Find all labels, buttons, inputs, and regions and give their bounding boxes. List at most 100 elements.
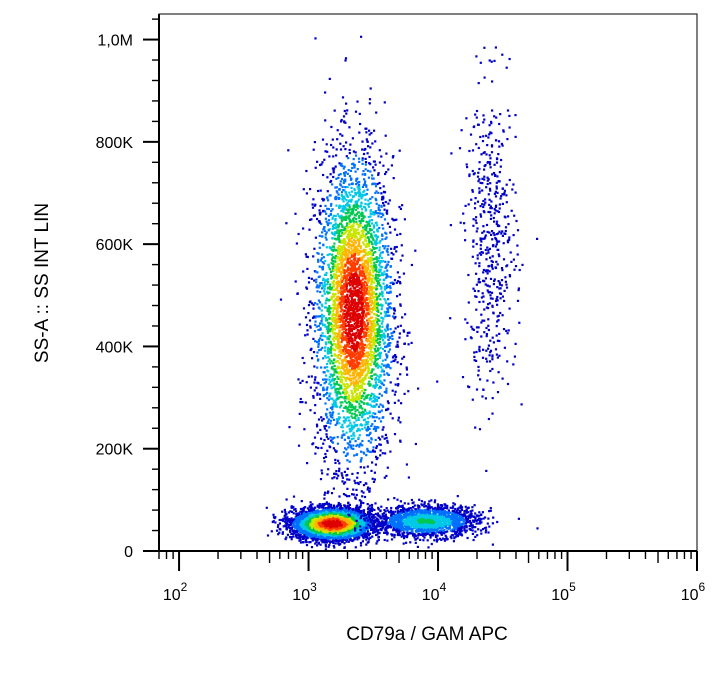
event-dot: [340, 336, 343, 339]
event-dot: [356, 362, 359, 365]
event-dot: [377, 206, 380, 209]
event-dot: [401, 316, 404, 319]
event-dot: [367, 205, 371, 208]
event-dot: [372, 295, 375, 299]
event-dot: [358, 188, 361, 191]
event-dot: [337, 292, 340, 295]
event-dot: [326, 336, 329, 339]
event-dot: [331, 416, 334, 419]
event-dot: [354, 306, 357, 309]
event-dot: [366, 465, 369, 468]
event-dot: [362, 241, 365, 244]
event-dot: [379, 239, 382, 242]
event-dot: [347, 331, 351, 334]
event-dot: [323, 366, 326, 369]
event-dot: [355, 251, 358, 254]
event-dot: [344, 400, 347, 403]
event-dot: [322, 256, 325, 259]
event-dot: [352, 211, 355, 215]
event-dot: [304, 334, 307, 337]
event-dot: [374, 381, 377, 384]
event-dot: [333, 472, 336, 475]
event-dot: [379, 334, 382, 337]
event-dot: [306, 267, 309, 270]
event-dot: [371, 340, 374, 343]
event-dot: [350, 271, 353, 274]
event-dot: [367, 245, 370, 248]
event-dot: [353, 213, 356, 216]
event-dot: [368, 298, 371, 301]
event-dot: [387, 168, 390, 171]
event-dot: [335, 321, 338, 324]
event-dot: [390, 247, 393, 250]
event-dot: [333, 403, 336, 406]
event-dot: [355, 419, 358, 422]
event-dot: [362, 296, 365, 299]
event-dot: [340, 261, 343, 264]
event-dot: [372, 385, 375, 388]
event-dot: [385, 389, 388, 393]
event-dot: [357, 397, 360, 400]
event-dot: [399, 421, 402, 424]
event-dot: [368, 410, 371, 413]
event-dot: [354, 234, 357, 237]
event-dot: [352, 396, 355, 399]
event-dot: [316, 160, 319, 163]
event-dot: [351, 298, 354, 301]
event-dot: [346, 332, 349, 335]
event-dot: [313, 436, 317, 439]
event-dot: [350, 353, 353, 356]
event-dot: [315, 278, 318, 281]
event-dot: [398, 336, 401, 339]
event-dot: [365, 261, 368, 264]
event-dot: [325, 297, 328, 300]
event-dot: [322, 417, 325, 421]
event-dot: [363, 343, 366, 346]
event-dot: [342, 167, 345, 170]
event-dot: [396, 271, 399, 274]
event-dot: [387, 342, 391, 345]
event-dot: [393, 246, 396, 249]
event-dot: [332, 504, 336, 507]
event-dot: [335, 231, 338, 234]
event-dot: [343, 322, 346, 325]
event-dot: [360, 490, 363, 493]
event-dot: [376, 330, 379, 333]
event-dot: [362, 360, 365, 363]
event-dot: [353, 367, 356, 370]
event-dot: [350, 412, 353, 415]
event-dot: [350, 220, 353, 223]
event-dot: [332, 232, 335, 235]
event-dot: [331, 318, 334, 321]
event-dot: [357, 253, 360, 256]
event-dot: [340, 371, 343, 375]
event-dot: [371, 337, 374, 340]
event-dot: [380, 366, 383, 369]
event-dot: [396, 377, 399, 380]
event-dot: [389, 302, 392, 305]
event-dot: [339, 148, 343, 151]
event-dot: [339, 272, 343, 276]
event-dot: [382, 227, 385, 230]
event-dot: [325, 220, 328, 223]
event-dot: [324, 284, 327, 287]
event-dot: [348, 278, 351, 281]
event-dot: [341, 315, 344, 318]
event-dot: [375, 199, 378, 202]
event-dot: [334, 345, 337, 348]
event-dot: [345, 316, 348, 319]
event-dot: [319, 290, 322, 294]
event-dot: [373, 182, 377, 185]
event-dot: [342, 382, 345, 385]
event-dot: [343, 356, 346, 359]
event-dot: [355, 203, 358, 207]
event-dot: [338, 462, 341, 465]
event-dot: [383, 204, 386, 207]
event-dot: [337, 269, 340, 272]
event-dot: [351, 137, 354, 140]
event-dot: [338, 266, 341, 269]
event-dot: [382, 383, 385, 387]
event-dot: [306, 462, 309, 465]
event-dot: [347, 204, 350, 207]
event-dot: [333, 317, 336, 320]
